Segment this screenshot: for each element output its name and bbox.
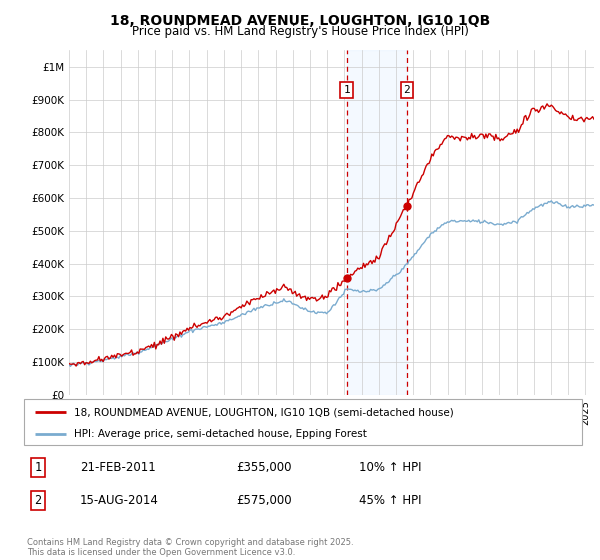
Text: 10% ↑ HPI: 10% ↑ HPI: [359, 461, 421, 474]
Text: 2: 2: [34, 494, 41, 507]
Text: 21-FEB-2011: 21-FEB-2011: [80, 461, 155, 474]
Text: £355,000: £355,000: [236, 461, 292, 474]
Text: 45% ↑ HPI: 45% ↑ HPI: [359, 494, 421, 507]
Text: 1: 1: [34, 461, 41, 474]
Text: 18, ROUNDMEAD AVENUE, LOUGHTON, IG10 1QB: 18, ROUNDMEAD AVENUE, LOUGHTON, IG10 1QB: [110, 14, 490, 28]
Text: Price paid vs. HM Land Registry's House Price Index (HPI): Price paid vs. HM Land Registry's House …: [131, 25, 469, 38]
Text: 1: 1: [343, 85, 350, 95]
Text: 2: 2: [403, 85, 410, 95]
Bar: [347, 50, 407, 395]
Text: 15-AUG-2014: 15-AUG-2014: [80, 494, 158, 507]
FancyBboxPatch shape: [24, 399, 582, 445]
Text: £575,000: £575,000: [236, 494, 292, 507]
Text: HPI: Average price, semi-detached house, Epping Forest: HPI: Average price, semi-detached house,…: [74, 429, 367, 438]
Text: Contains HM Land Registry data © Crown copyright and database right 2025.
This d: Contains HM Land Registry data © Crown c…: [27, 538, 353, 557]
Text: 18, ROUNDMEAD AVENUE, LOUGHTON, IG10 1QB (semi-detached house): 18, ROUNDMEAD AVENUE, LOUGHTON, IG10 1QB…: [74, 407, 454, 417]
